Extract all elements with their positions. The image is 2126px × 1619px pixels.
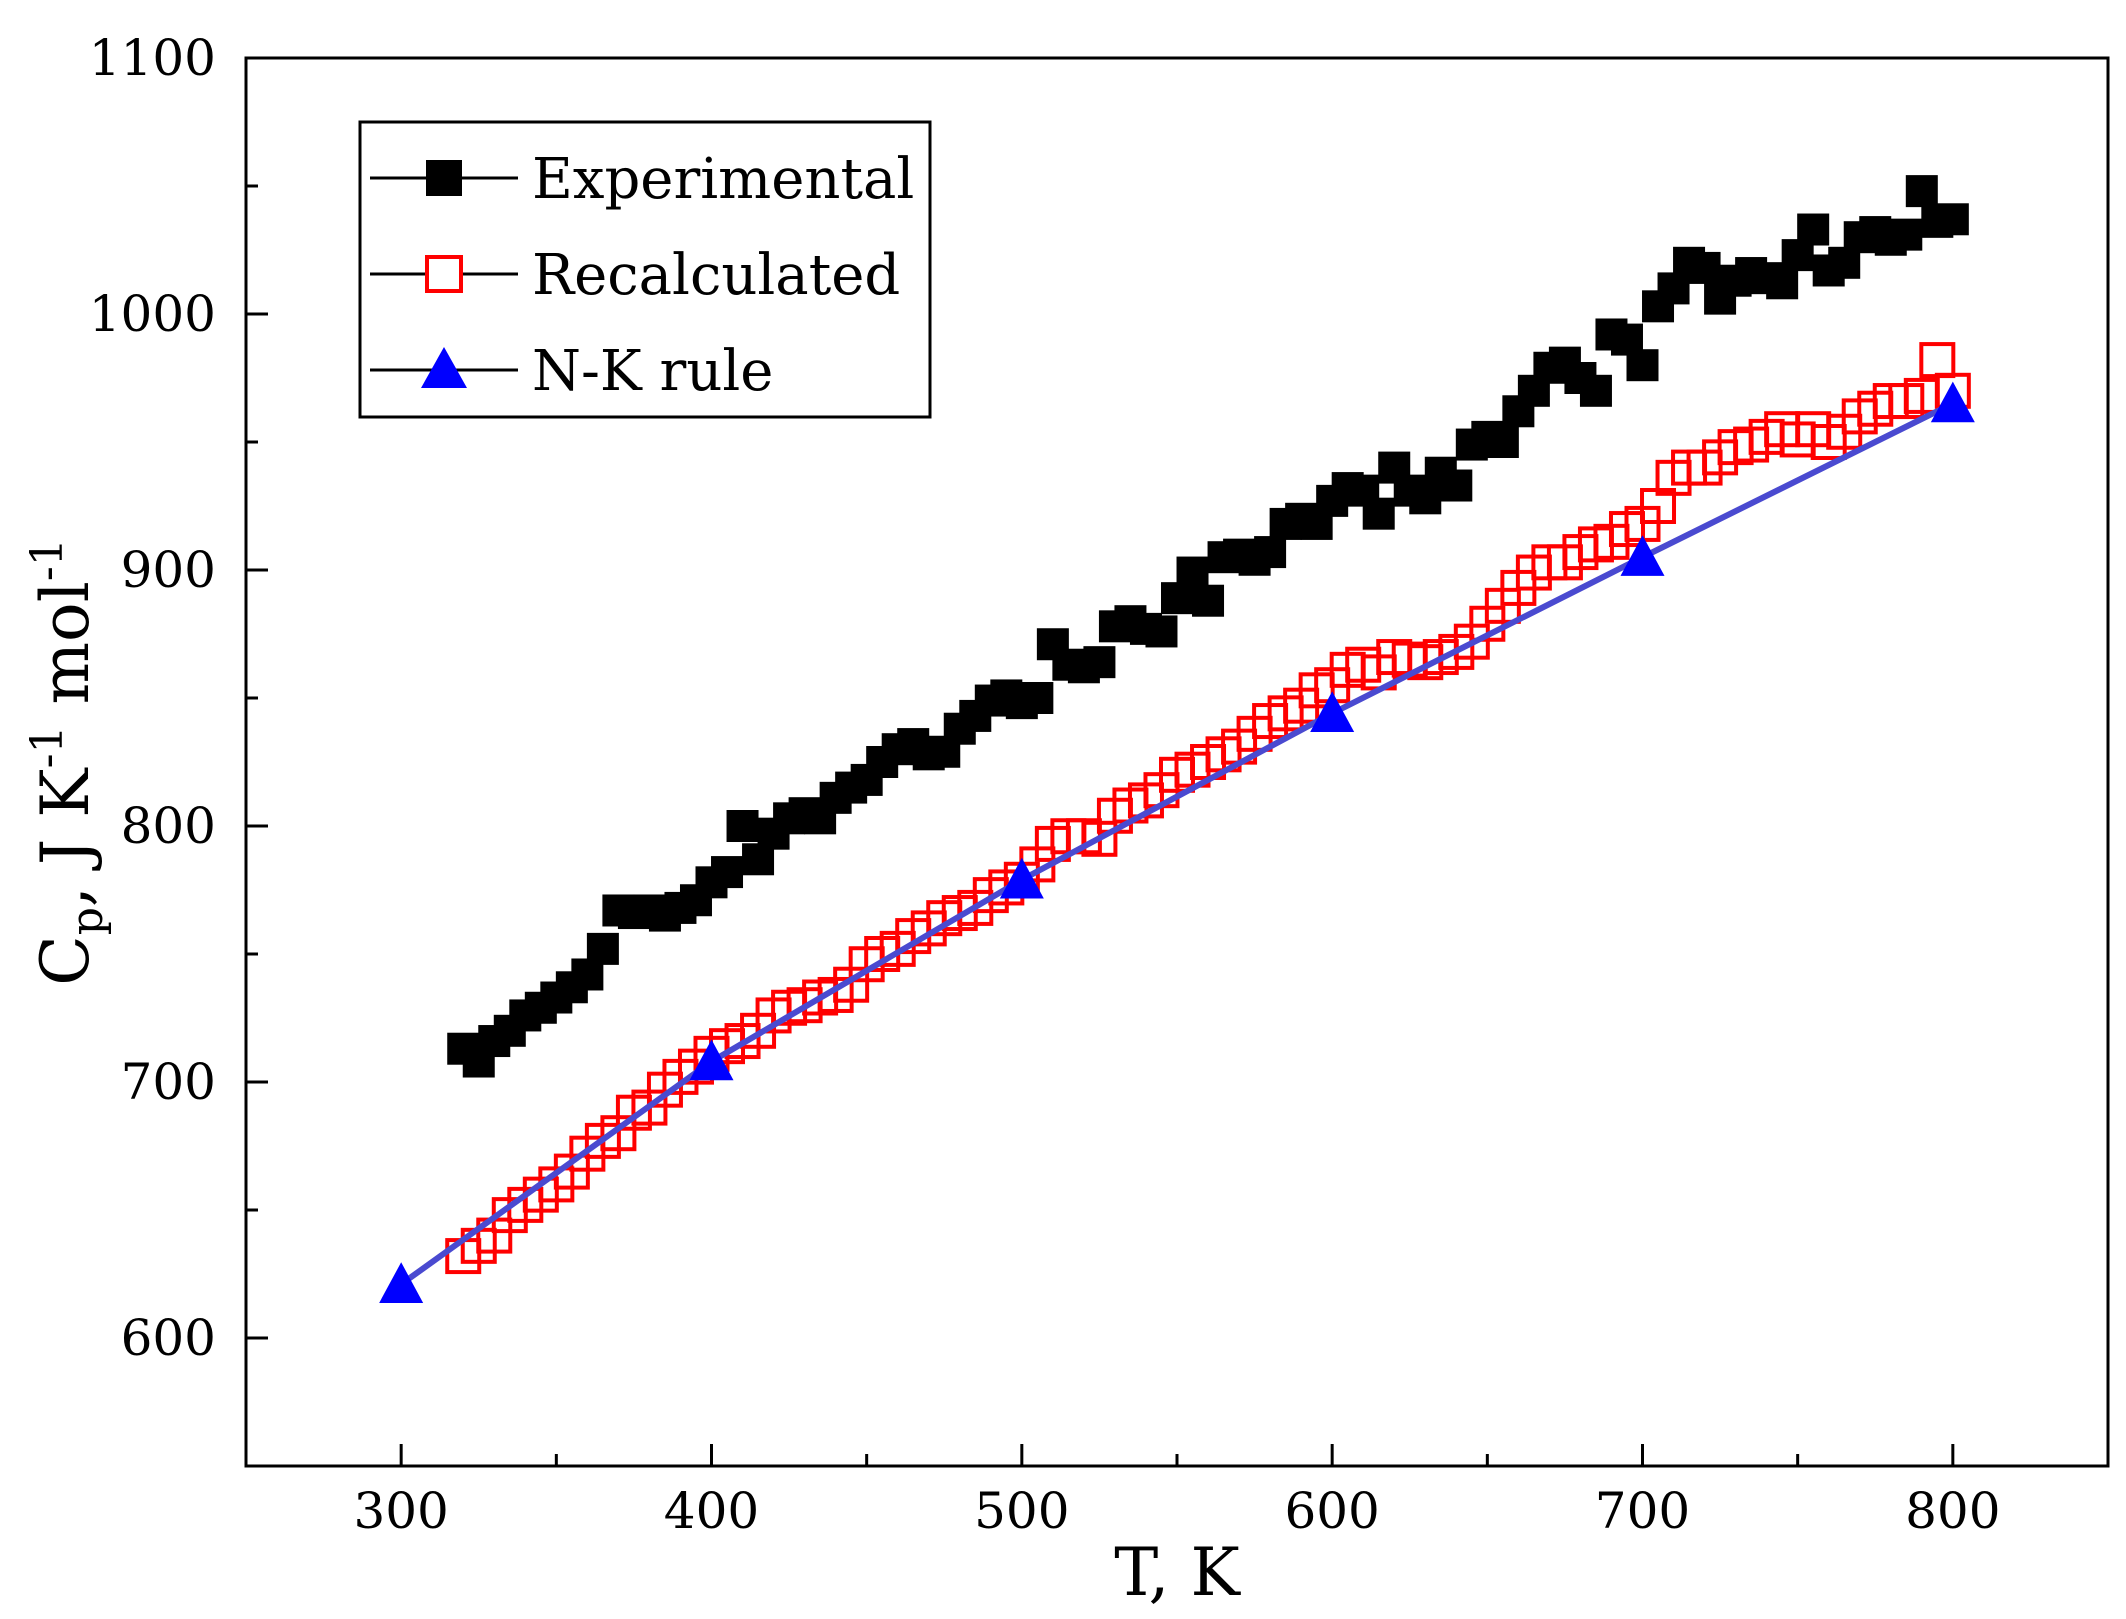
data-point [1440,469,1473,502]
legend-entry-nk-rule: N-K rule [370,339,773,404]
x-tick-label: 800 [1905,1482,2000,1540]
y-tick-label: 800 [121,797,216,855]
legend-entry-experimental: Experimental [370,147,914,212]
y-tick-label: 600 [121,1309,216,1367]
legend-label-recalculated: Recalculated [532,243,900,308]
data-point [1936,203,1969,236]
x-tick-label: 300 [353,1482,448,1540]
data-point [1626,349,1659,382]
data-point [711,856,744,889]
legend: Experimental Recalculated N-K rule [358,120,932,419]
plot-area: 300 400 500 600 700 800 600 700 800 900 1000 1100 [89,29,2110,1540]
data-point [726,810,759,842]
ticks-layer: 300 400 500 600 700 800 600 700 800 900 1000 1100 [89,29,2001,1540]
data-point [1362,497,1395,530]
x-axis-title: T, K [1114,1534,1241,1611]
series-layer [379,175,1975,1303]
data-point [586,932,619,965]
series-experimental [447,175,1969,1078]
x-tick-label: 400 [664,1482,759,1540]
x-tick-label: 700 [1595,1482,1690,1540]
data-point [1310,691,1355,733]
legend-label-nk-rule: N-K rule [532,339,773,404]
data-point [379,1262,424,1303]
y-tick-label: 1100 [89,29,216,87]
y-axis-title-rest1: , J K [27,767,104,907]
x-tick-label: 500 [974,1482,1069,1540]
x-tick-label: 600 [1284,1482,1379,1540]
data-point [1688,251,1721,284]
data-point [1930,381,1975,423]
data-point [1083,646,1116,679]
data-point [1919,342,1956,379]
data-point [999,857,1044,899]
y-tick-label: 900 [121,541,216,599]
series-line [399,400,1955,1287]
legend-marker-nk-rule [421,347,467,388]
data-point [1766,267,1799,300]
data-point [1890,218,1923,251]
data-point [1797,213,1830,246]
y-axis-title-main: C [27,935,104,986]
series-recalculated [445,342,1971,1275]
legend-marker-recalculated [425,255,463,293]
y-axis-title-sup1: -1 [22,726,73,769]
data-point [1192,584,1225,617]
y-axis-title-rest2: mol [27,581,104,725]
data-point [1486,426,1519,458]
legend-entry-recalculated: Recalculated [370,243,900,308]
y-axis-title-sub: p [62,907,113,935]
data-point [1254,536,1287,569]
y-axis-title-sup2: -1 [22,538,73,581]
legend-marker-experimental [426,160,462,196]
data-point [1905,175,1938,208]
y-axis-title: Cp, J K-1 mol-1 [22,538,113,986]
data-point [1176,556,1209,589]
series-n-k-rule [379,381,1975,1303]
data-point [1021,682,1054,714]
data-point [689,1039,734,1081]
data-point [1145,615,1178,648]
y-tick-label: 1000 [89,285,216,343]
legend-label-experimental: Experimental [532,147,914,212]
y-tick-label: 700 [121,1053,216,1111]
data-point [1620,535,1665,576]
data-point [1579,374,1612,407]
